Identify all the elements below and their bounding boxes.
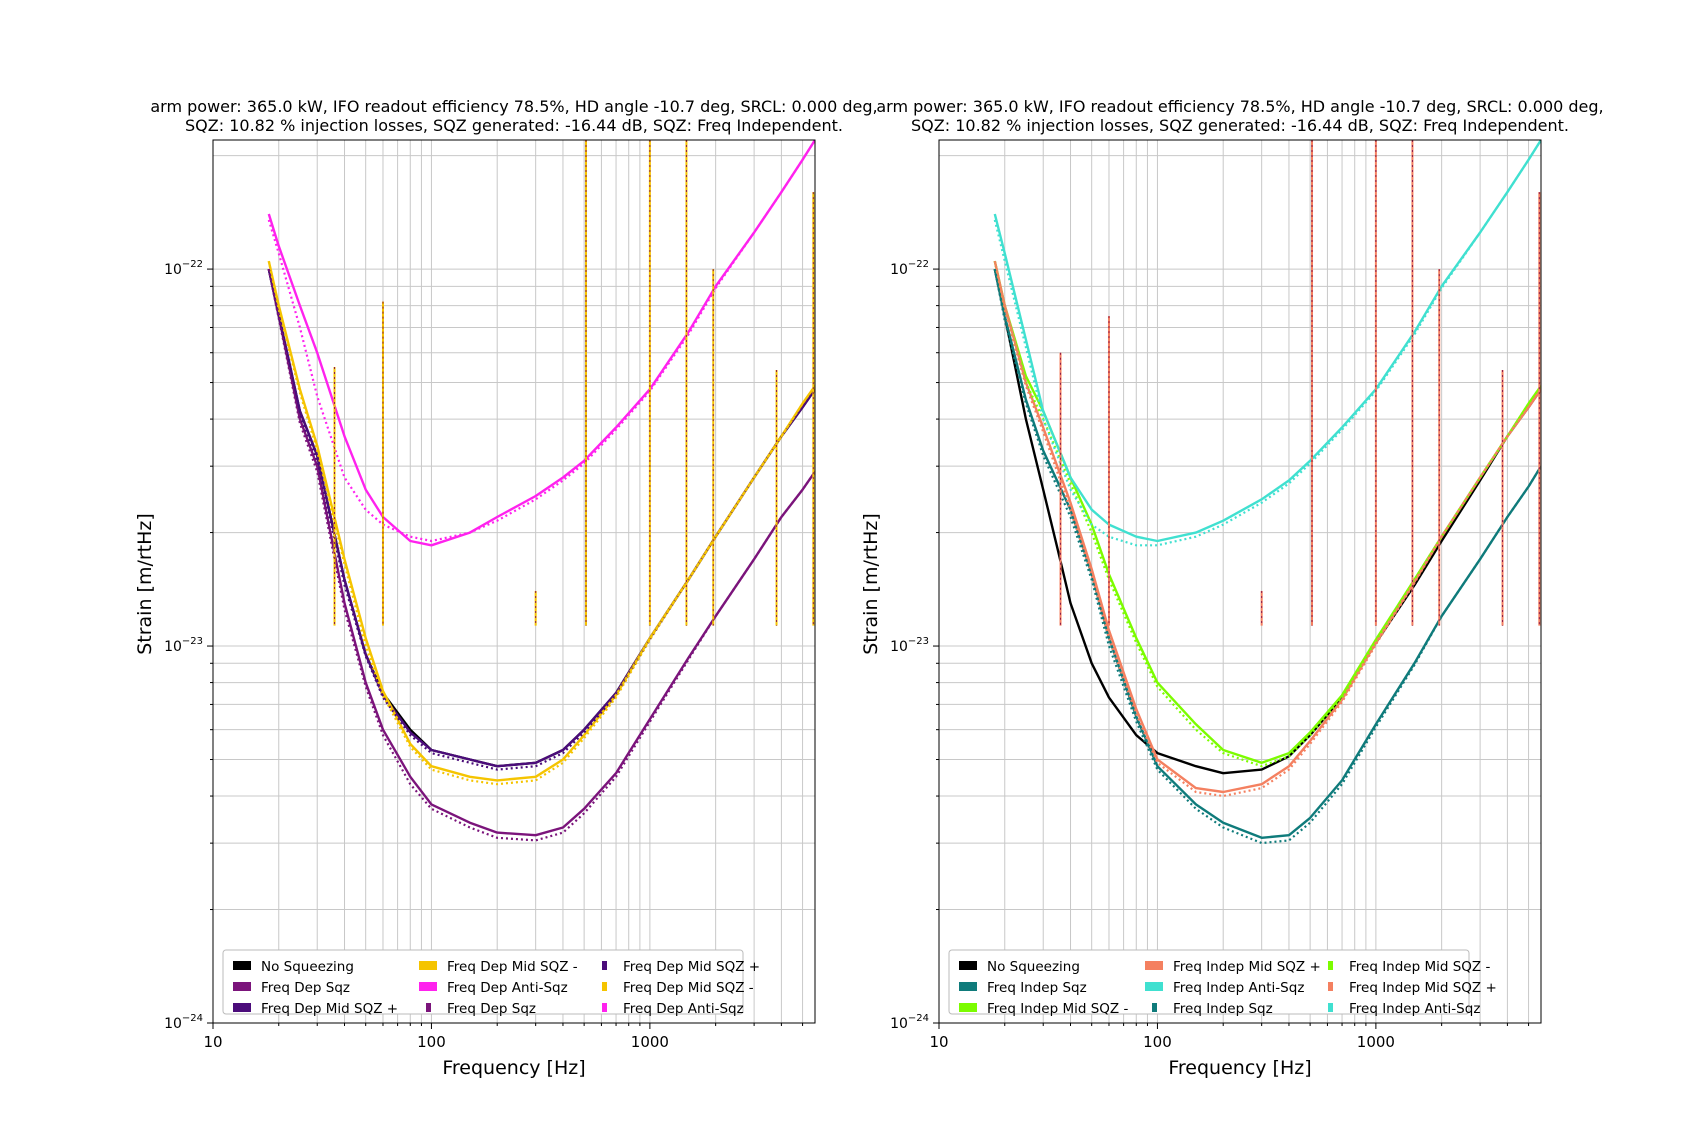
left-legend-swatch [233,1003,251,1012]
left-y-tick-label: 10−24 [164,1013,203,1032]
right-legend-label: No Squeezing [987,959,1080,975]
left-plot-title-line-1: arm power: 365.0 kW, IFO readout efficie… [150,97,877,116]
left-legend-label: Freq Dep Anti-Sqz [447,980,568,996]
left-legend-label: Freq Dep Sqz [447,1001,536,1017]
left-legend-swatch [426,1003,431,1012]
right-series-line-5 [993,268,1541,845]
left-series-group [267,140,815,842]
left-y-axis-label: Strain [m/rtHz] [134,513,156,655]
left-series-line-3 [267,260,815,782]
left-legend-label: Freq Dep Mid SQZ - [447,959,578,975]
left-y-tick-label: 10−23 [164,636,203,655]
right-legend-label: Freq Indep Sqz [1173,1001,1273,1017]
left-series-line-2 [267,268,815,768]
right-legend-label: Freq Indep Mid SQZ + [1173,959,1321,975]
left-legend-label: Freq Dep Anti-Sqz [623,1001,744,1017]
right-legend-swatch [1145,982,1163,991]
right-x-axis-label: Frequency [Hz] [1168,1057,1311,1079]
left-legend-swatch [602,982,607,991]
left-legend-swatch [233,982,251,991]
right-x-tick-label: 100 [1143,1033,1172,1051]
right-series-line-6 [993,260,1541,768]
left-y-tick-label: 10−22 [164,259,203,278]
left-legend-label: Freq Dep Mid SQZ - [623,980,754,996]
left-legend-label: Freq Dep Mid SQZ + [261,1001,398,1017]
right-series-line-0 [993,268,1541,775]
left-legend-box [222,949,744,1015]
left-legend-label: Freq Dep Mid SQZ + [623,959,760,975]
right-legend-label: Freq Indep Mid SQZ - [1349,959,1490,975]
right-legend: No Squeezing Freq Indep Sqz Freq Indep Mid… [948,949,1497,1017]
left-x-axis-label: Frequency [Hz] [442,1057,585,1079]
right-legend-label: Freq Indep Anti-Sqz [1173,980,1304,996]
right-y-tick-label: 10−23 [890,636,929,655]
right-legend-swatch [959,1003,977,1012]
right-legend-label: Freq Indep Mid SQZ - [987,1001,1128,1017]
right-legend-swatch [1328,961,1333,970]
right-series-group [993,140,1541,845]
right-plot-title-line-2: SQZ: 10.82 % injection losses, SQZ gener… [911,116,1569,135]
right-x-tick-label: 1000 [1357,1033,1395,1051]
right-legend-swatch [959,961,977,970]
left-legend-swatch [602,1003,607,1012]
left-legend-swatch [419,961,437,970]
left-series-line-1 [267,268,815,837]
left-series-line-4 [267,140,815,547]
left-series-line-8 [267,140,815,543]
left-legend-swatch [602,961,607,970]
left-series-line-6 [267,268,815,842]
left-series-line-7 [267,260,815,786]
left-legend: No Squeezing Freq Dep Sqz Freq Dep Mid SQZ… [222,949,760,1017]
right-legend-swatch [1145,961,1163,970]
right-series-line-1 [993,268,1541,839]
right-y-axis-label: Strain [m/rtHz] [860,513,882,655]
right-legend-swatch [1328,982,1333,991]
left-plot-title-line-2: SQZ: 10.82 % injection losses, SQZ gener… [185,116,843,135]
left-axes-frame [212,139,816,1024]
right-plot: 10 100 1000 10−24 10−23 10−22 No Squeezing Freq… [890,139,1542,1051]
right-legend-swatch [959,982,977,991]
right-legend-label: Freq Indep Sqz [987,980,1087,996]
left-legend-label: Freq Dep Sqz [261,980,350,996]
left-x-tick-label: 100 [417,1033,446,1051]
right-series-line-4 [993,140,1541,543]
right-plot-title-line-1: arm power: 365.0 kW, IFO readout efficie… [876,97,1603,116]
left-grid [212,140,815,1024]
left-legend-swatch [419,982,437,991]
left-x-tick-label: 1000 [631,1033,669,1051]
right-series-line-7 [993,260,1541,798]
left-series-line-5 [267,268,815,771]
right-series-line-8 [993,140,1541,547]
left-legend-label: No Squeezing [261,959,354,975]
right-y-tick-label: 10−22 [890,259,929,278]
left-legend-swatch [233,961,251,970]
right-y-tick-label: 10−24 [890,1013,929,1032]
left-series-line-0 [267,268,815,768]
right-axes-frame [938,139,1542,1024]
left-plot: 10 100 1000 10−24 10−23 10−22 No Squeezing Freq… [164,139,816,1051]
right-x-tick-label: 10 [929,1033,948,1051]
right-legend-box [948,949,1470,1015]
right-legend-swatch [1152,1003,1157,1012]
right-legend-label: Freq Indep Mid SQZ + [1349,980,1497,996]
right-legend-label: Freq Indep Anti-Sqz [1349,1001,1480,1017]
left-x-tick-label: 10 [203,1033,222,1051]
right-legend-swatch [1328,1003,1333,1012]
